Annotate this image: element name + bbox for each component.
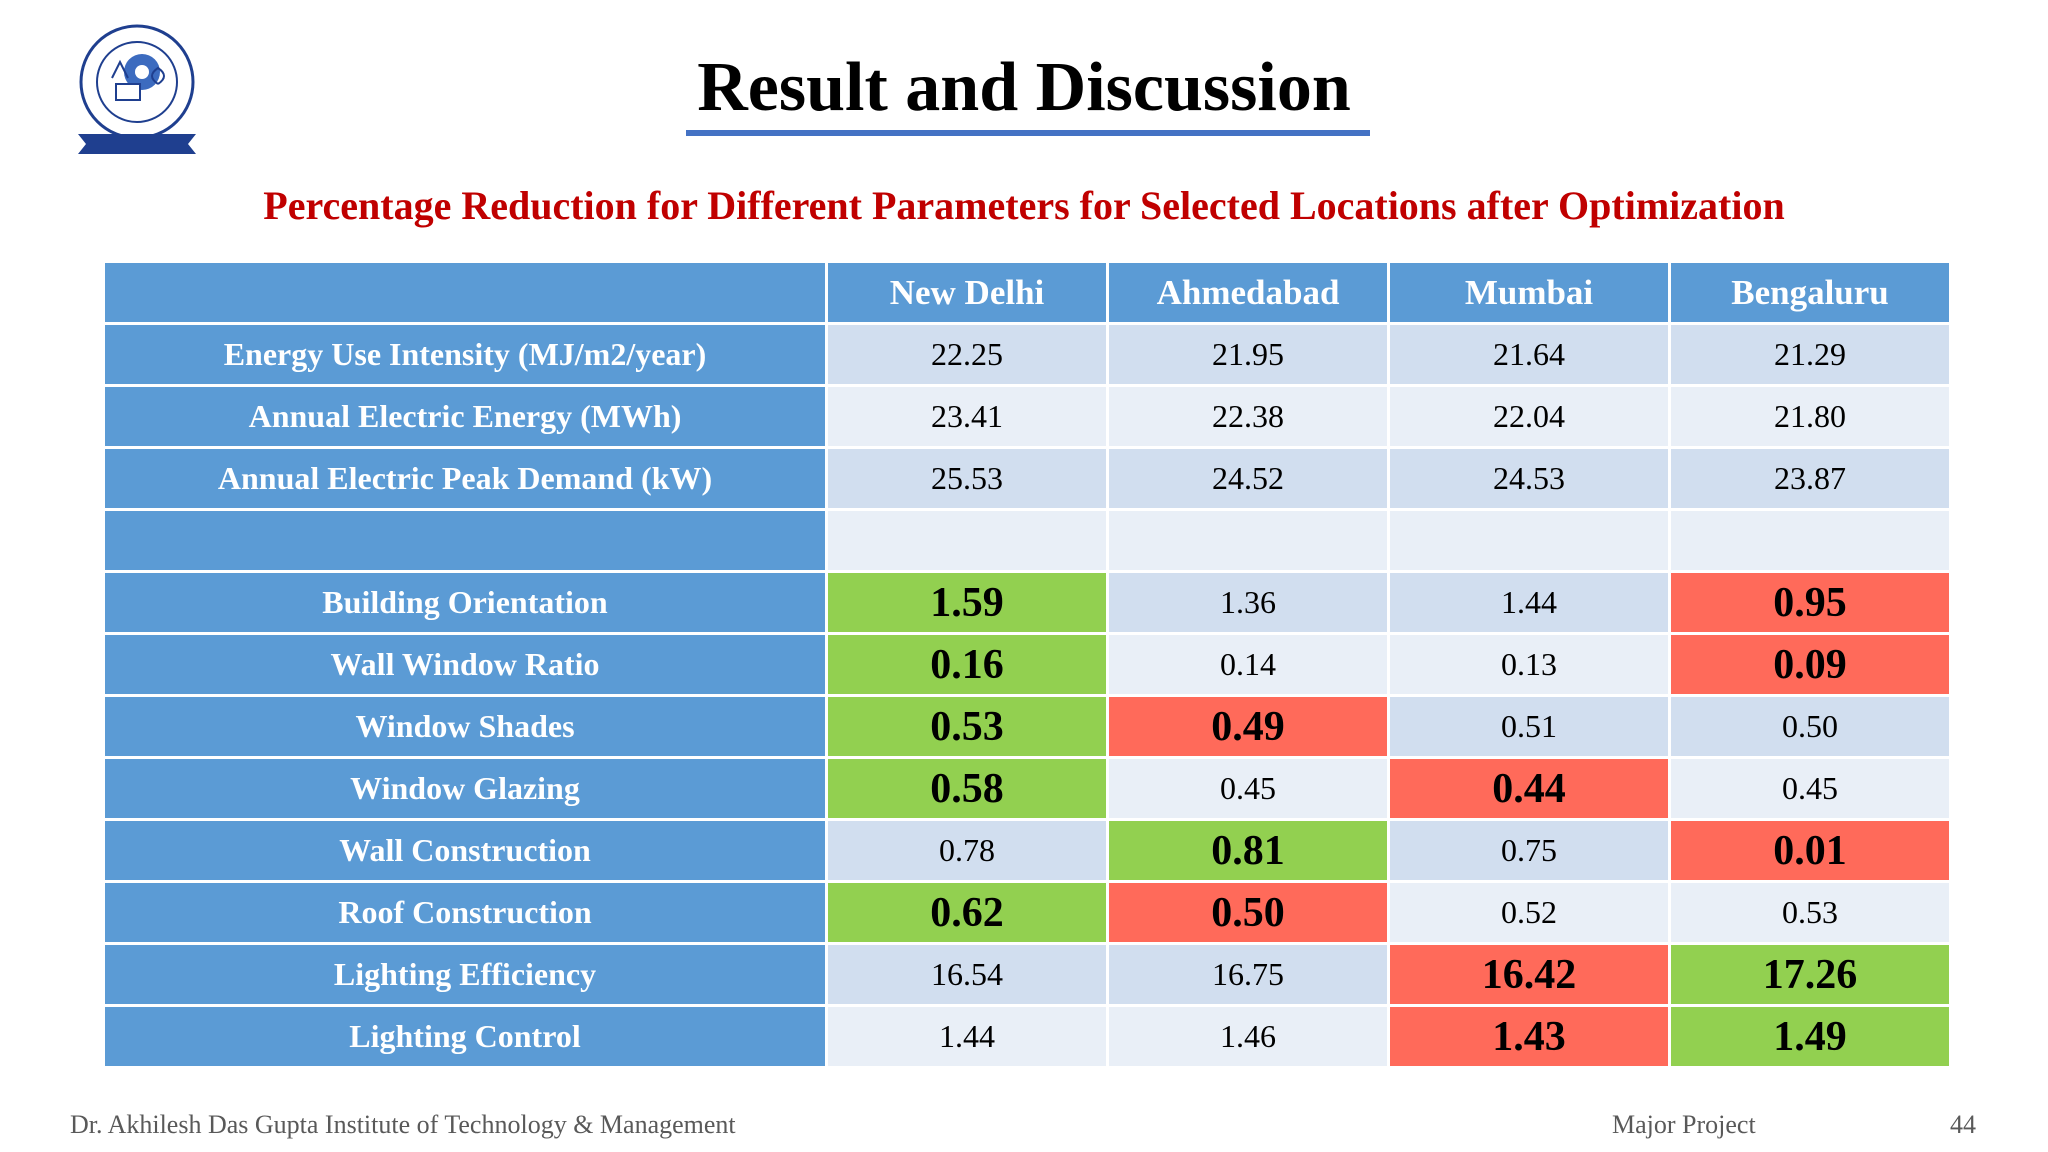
value-cell: 0.58 xyxy=(828,759,1106,818)
row-label: Annual Electric Energy (MWh) xyxy=(105,387,825,446)
table-row: Window Shades 0.53 0.49 0.51 0.50 xyxy=(105,697,1949,756)
value-cell: 1.59 xyxy=(828,573,1106,632)
row-label: Building Orientation xyxy=(105,573,825,632)
table-row: Wall Window Ratio 0.16 0.14 0.13 0.09 xyxy=(105,635,1949,694)
header-corner-cell xyxy=(105,263,825,322)
row-label: Annual Electric Peak Demand (kW) xyxy=(105,449,825,508)
value-cell: 1.46 xyxy=(1109,1007,1387,1066)
value-cell: 0.52 xyxy=(1390,883,1668,942)
table-row: Roof Construction 0.62 0.50 0.52 0.53 xyxy=(105,883,1949,942)
table-body: Energy Use Intensity (MJ/m2/year) 22.25 21… xyxy=(105,325,1949,1066)
value-cell: 21.29 xyxy=(1671,325,1949,384)
value-cell: 0.45 xyxy=(1109,759,1387,818)
value-cell: 1.49 xyxy=(1671,1007,1949,1066)
table-header-row: New Delhi Ahmedabad Mumbai Bengaluru xyxy=(105,263,1949,322)
title-underline xyxy=(686,130,1370,136)
value-cell: 0.50 xyxy=(1109,883,1387,942)
value-cell xyxy=(828,511,1106,570)
value-cell: 24.52 xyxy=(1109,449,1387,508)
value-cell: 21.80 xyxy=(1671,387,1949,446)
institute-logo xyxy=(78,24,196,154)
value-cell: 0.62 xyxy=(828,883,1106,942)
results-table: New Delhi Ahmedabad Mumbai Bengaluru Ene… xyxy=(102,260,1952,1069)
table-row: Energy Use Intensity (MJ/m2/year) 22.25 21… xyxy=(105,325,1949,384)
value-cell: 17.26 xyxy=(1671,945,1949,1004)
value-cell: 0.51 xyxy=(1390,697,1668,756)
value-cell xyxy=(1671,511,1949,570)
footer-institute: Dr. Akhilesh Das Gupta Institute of Tech… xyxy=(70,1110,736,1139)
row-label: Lighting Control xyxy=(105,1007,825,1066)
value-cell: 21.95 xyxy=(1109,325,1387,384)
value-cell: 16.54 xyxy=(828,945,1106,1004)
value-cell: 23.41 xyxy=(828,387,1106,446)
compass-icon xyxy=(111,59,129,79)
page-number: 44 xyxy=(1950,1110,1976,1139)
value-cell: 22.25 xyxy=(828,325,1106,384)
footer-project: Major Project xyxy=(1612,1110,1756,1139)
row-label: Wall Construction xyxy=(105,821,825,880)
value-cell: 0.49 xyxy=(1109,697,1387,756)
table-row: Annual Electric Energy (MWh) 23.41 22.38 22… xyxy=(105,387,1949,446)
gear-icon xyxy=(124,54,160,90)
table-row: Annual Electric Peak Demand (kW) 25.53 24.… xyxy=(105,449,1949,508)
ribbon-banner xyxy=(78,134,196,154)
value-cell: 16.75 xyxy=(1109,945,1387,1004)
value-cell: 0.45 xyxy=(1671,759,1949,818)
value-cell: 0.44 xyxy=(1390,759,1668,818)
value-cell: 0.14 xyxy=(1109,635,1387,694)
header-bengaluru: Bengaluru xyxy=(1671,263,1949,322)
header-mumbai: Mumbai xyxy=(1390,263,1668,322)
value-cell: 23.87 xyxy=(1671,449,1949,508)
value-cell: 1.36 xyxy=(1109,573,1387,632)
value-cell: 1.44 xyxy=(828,1007,1106,1066)
slide-title: Result and Discussion xyxy=(697,49,1351,126)
value-cell: 0.13 xyxy=(1390,635,1668,694)
row-label xyxy=(105,511,825,570)
value-cell: 22.04 xyxy=(1390,387,1668,446)
table-row: Lighting Control 1.44 1.46 1.43 1.49 xyxy=(105,1007,1949,1066)
table-row: Building Orientation 1.59 1.36 1.44 0.95 xyxy=(105,573,1949,632)
value-cell: 0.53 xyxy=(828,697,1106,756)
table-row: Lighting Efficiency 16.54 16.75 16.42 17.26 xyxy=(105,945,1949,1004)
table-row xyxy=(105,511,1949,570)
table-caption: Percentage Reduction for Different Param… xyxy=(263,183,1785,228)
monitor-icon xyxy=(115,83,141,101)
row-label: Window Glazing xyxy=(105,759,825,818)
value-cell: 25.53 xyxy=(828,449,1106,508)
atom-icon xyxy=(151,66,165,85)
value-cell: 1.44 xyxy=(1390,573,1668,632)
row-label: Window Shades xyxy=(105,697,825,756)
row-label: Energy Use Intensity (MJ/m2/year) xyxy=(105,325,825,384)
value-cell: 1.43 xyxy=(1390,1007,1668,1066)
row-label: Wall Window Ratio xyxy=(105,635,825,694)
value-cell: 21.64 xyxy=(1390,325,1668,384)
value-cell: 0.95 xyxy=(1671,573,1949,632)
value-cell: 24.53 xyxy=(1390,449,1668,508)
row-label: Lighting Efficiency xyxy=(105,945,825,1004)
header-new-delhi: New Delhi xyxy=(828,263,1106,322)
value-cell: 0.81 xyxy=(1109,821,1387,880)
table-row: Wall Construction 0.78 0.81 0.75 0.01 xyxy=(105,821,1949,880)
row-label: Roof Construction xyxy=(105,883,825,942)
value-cell xyxy=(1390,511,1668,570)
value-cell xyxy=(1109,511,1387,570)
value-cell: 0.01 xyxy=(1671,821,1949,880)
value-cell: 0.75 xyxy=(1390,821,1668,880)
header-ahmedabad: Ahmedabad xyxy=(1109,263,1387,322)
value-cell: 0.50 xyxy=(1671,697,1949,756)
value-cell: 22.38 xyxy=(1109,387,1387,446)
value-cell: 16.42 xyxy=(1390,945,1668,1004)
value-cell: 0.53 xyxy=(1671,883,1949,942)
value-cell: 0.78 xyxy=(828,821,1106,880)
value-cell: 0.16 xyxy=(828,635,1106,694)
table-row: Window Glazing 0.58 0.45 0.44 0.45 xyxy=(105,759,1949,818)
value-cell: 0.09 xyxy=(1671,635,1949,694)
